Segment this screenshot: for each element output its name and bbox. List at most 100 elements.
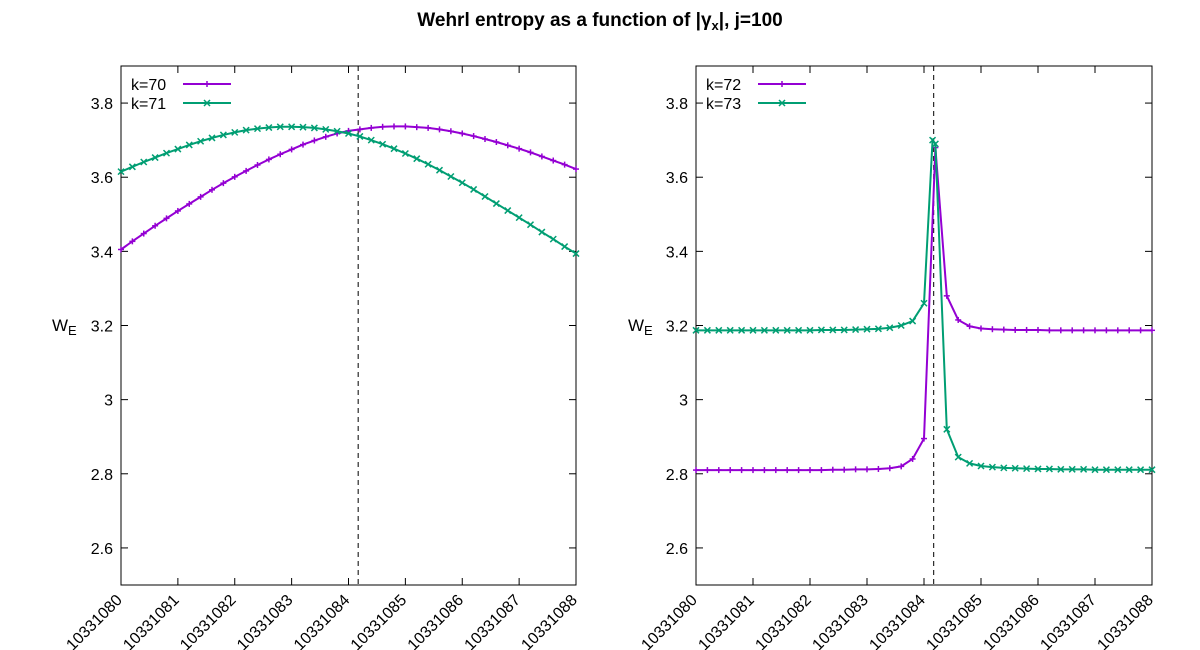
y-axis-label-sub: E xyxy=(68,323,77,338)
y-tick-label: 3 xyxy=(104,393,113,410)
data-point xyxy=(140,230,147,237)
data-point xyxy=(129,238,136,245)
cross-marker-b xyxy=(909,317,917,325)
cross-marker-b xyxy=(703,326,711,334)
cross-marker-b xyxy=(806,326,814,334)
data-point xyxy=(185,141,193,149)
data-point xyxy=(715,326,723,334)
data-point xyxy=(852,326,860,334)
cross-marker-b xyxy=(726,326,734,334)
data-point xyxy=(117,168,125,176)
legend-label: k=73 xyxy=(706,96,741,113)
data-point xyxy=(401,149,409,158)
data-point xyxy=(231,173,238,180)
legend-cross-b xyxy=(203,99,211,107)
data-point xyxy=(943,292,950,299)
x-tick-label: 10331084 xyxy=(866,592,928,650)
data-point xyxy=(841,466,848,473)
x-tick-label: 10331082 xyxy=(752,592,814,650)
data-point xyxy=(219,131,227,139)
data-point xyxy=(174,145,182,153)
data-point xyxy=(413,124,420,131)
data-point xyxy=(852,466,859,473)
data-point xyxy=(128,163,136,171)
x-tick-label: 10331084 xyxy=(291,592,353,650)
cross-marker-b xyxy=(1080,465,1088,473)
cross-marker-b xyxy=(1125,466,1133,474)
cross-marker-b xyxy=(897,321,905,330)
data-point xyxy=(288,123,296,131)
cross-marker-b xyxy=(242,126,250,134)
data-point xyxy=(538,153,545,160)
cross-marker-b xyxy=(795,326,803,334)
y-tick-label: 2.8 xyxy=(666,467,688,484)
data-point xyxy=(783,326,791,334)
cross-marker-b xyxy=(988,463,996,471)
data-point xyxy=(208,134,216,142)
data-point xyxy=(424,160,432,168)
cross-marker-b xyxy=(1023,465,1031,473)
y-tick-label: 3.8 xyxy=(666,96,688,113)
title-subscript: x xyxy=(712,18,720,33)
data-point xyxy=(300,141,306,148)
data-point xyxy=(795,326,803,334)
y-axis-label: WE xyxy=(52,316,77,338)
cross-marker-b xyxy=(738,326,746,334)
data-point xyxy=(966,459,974,467)
data-point xyxy=(356,132,364,140)
cross-marker-b xyxy=(1045,465,1053,473)
cross-marker-b xyxy=(185,141,193,149)
data-point xyxy=(1035,326,1041,333)
plot-frame xyxy=(695,65,1153,586)
y-tick-label: 2.8 xyxy=(91,467,113,484)
data-point xyxy=(807,467,813,474)
legend-label: k=71 xyxy=(131,96,166,113)
x-tick-label: 10331082 xyxy=(177,592,239,650)
y-axis-label-main: W xyxy=(628,316,644,335)
data-point xyxy=(379,123,386,130)
data-point xyxy=(978,325,984,332)
data-point xyxy=(1114,466,1122,474)
cross-marker-b xyxy=(1091,466,1099,474)
data-point xyxy=(515,214,523,222)
data-point xyxy=(738,467,745,474)
data-point xyxy=(829,326,837,334)
data-point xyxy=(310,124,318,132)
data-point xyxy=(151,154,159,162)
data-point xyxy=(1000,326,1007,333)
cross-marker-b xyxy=(310,124,318,132)
data-point xyxy=(920,299,928,307)
data-point xyxy=(1091,466,1099,474)
cross-marker-b xyxy=(760,326,768,334)
title-main: Wehrl entropy as a function of | xyxy=(417,10,701,31)
x-tick-label: 10331086 xyxy=(405,592,467,650)
data-point xyxy=(481,192,489,201)
data-point xyxy=(243,167,250,174)
cross-marker-b xyxy=(561,243,569,251)
data-point xyxy=(492,200,500,208)
data-point xyxy=(402,123,409,130)
data-point xyxy=(1045,465,1053,473)
cross-marker-b xyxy=(852,326,860,334)
cross-marker-b xyxy=(1148,466,1156,474)
data-point xyxy=(163,215,170,222)
data-point xyxy=(368,124,375,131)
cross-marker-b xyxy=(174,145,182,153)
data-point xyxy=(299,123,307,131)
data-point xyxy=(715,467,722,474)
data-point xyxy=(909,455,916,462)
data-point xyxy=(703,326,711,334)
legend-cross-b xyxy=(778,99,786,107)
cross-marker-b xyxy=(783,326,791,334)
cross-marker-b xyxy=(817,326,825,334)
data-point xyxy=(459,130,466,137)
cross-marker-b xyxy=(492,200,500,208)
cross-marker-b xyxy=(863,325,871,333)
data-point xyxy=(538,228,546,236)
data-point xyxy=(1102,466,1110,474)
cross-marker-b xyxy=(572,250,580,258)
data-point xyxy=(750,467,756,474)
data-point xyxy=(1011,464,1019,472)
cross-marker-b xyxy=(470,185,478,193)
